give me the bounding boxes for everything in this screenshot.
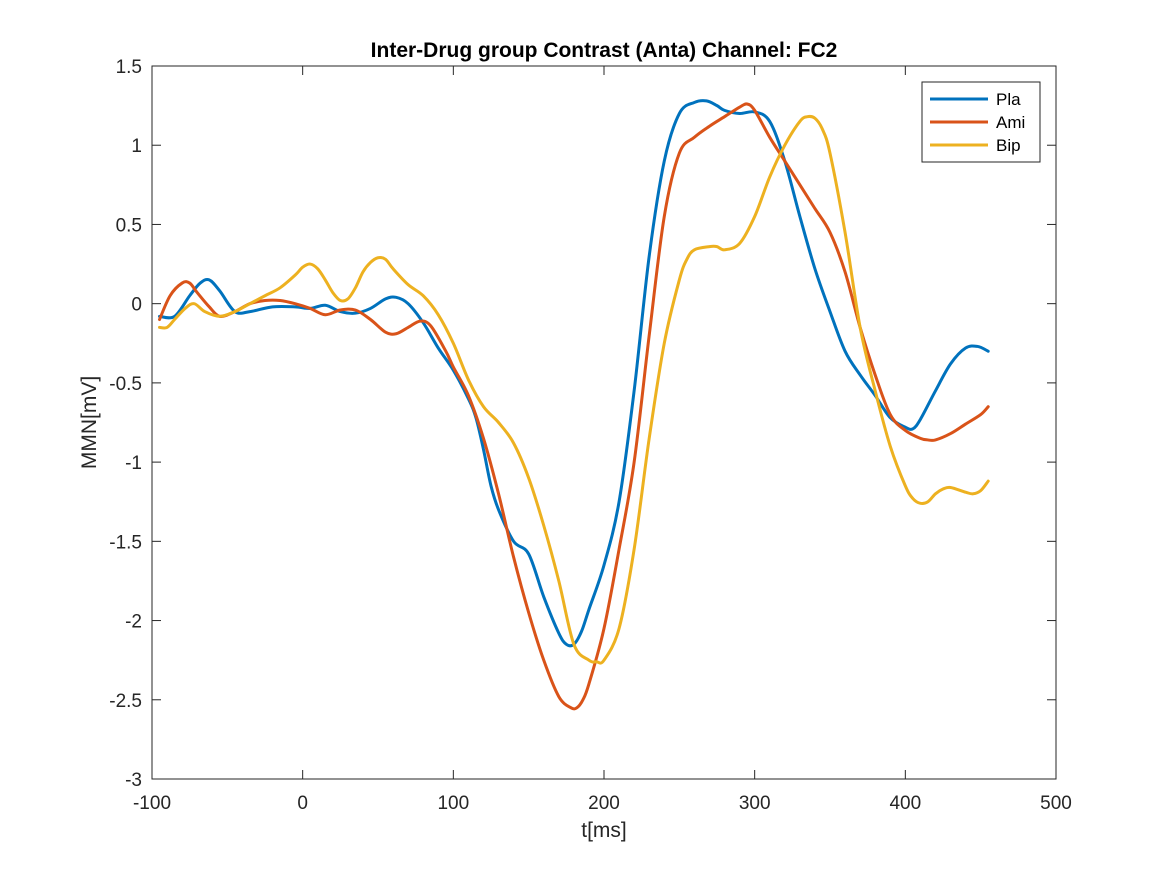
y-tick-label: -1.5: [109, 532, 142, 553]
legend-label-pla: Pla: [996, 90, 1021, 109]
chart-title: Inter-Drug group Contrast (Anta) Channel…: [371, 39, 838, 62]
x-tick-label: 200: [588, 793, 620, 814]
y-tick-label: -1: [125, 453, 142, 474]
x-tick-label: 300: [739, 793, 771, 814]
y-tick-label: 0.5: [116, 215, 142, 236]
x-tick-label: 400: [889, 793, 921, 814]
x-tick-label: 500: [1040, 793, 1072, 814]
plot-area: [152, 66, 1056, 779]
series-line-ami: [158, 102, 990, 711]
y-tick-label: -3: [125, 770, 142, 791]
series-layer: [158, 99, 990, 711]
y-tick-label: -2.5: [109, 691, 142, 712]
y-tick-label: 0: [131, 295, 142, 316]
x-tick-label: -100: [133, 793, 171, 814]
y-tick-label: 1.5: [116, 57, 142, 78]
legend-label-bip: Bip: [996, 136, 1021, 155]
legend: Pla Ami Bip: [921, 81, 1041, 163]
x-tick-label: 100: [437, 793, 469, 814]
y-tick-label: 1: [131, 136, 142, 157]
x-axis-label: t[ms]: [581, 819, 627, 842]
y-tick-label: -0.5: [109, 374, 142, 395]
x-tick-label: 0: [297, 793, 308, 814]
y-tick-label: -2: [125, 612, 142, 633]
series-line-bip: [158, 114, 990, 665]
series-line-pla: [158, 99, 990, 648]
ticks-layer: -100 0 100 200 300 400 500 -3 -2.5 -2 -1.5 -1 -0.5 0 0…: [109, 57, 1072, 814]
y-axis-label: MMN[mV]: [78, 376, 101, 469]
legend-label-ami: Ami: [996, 113, 1025, 132]
